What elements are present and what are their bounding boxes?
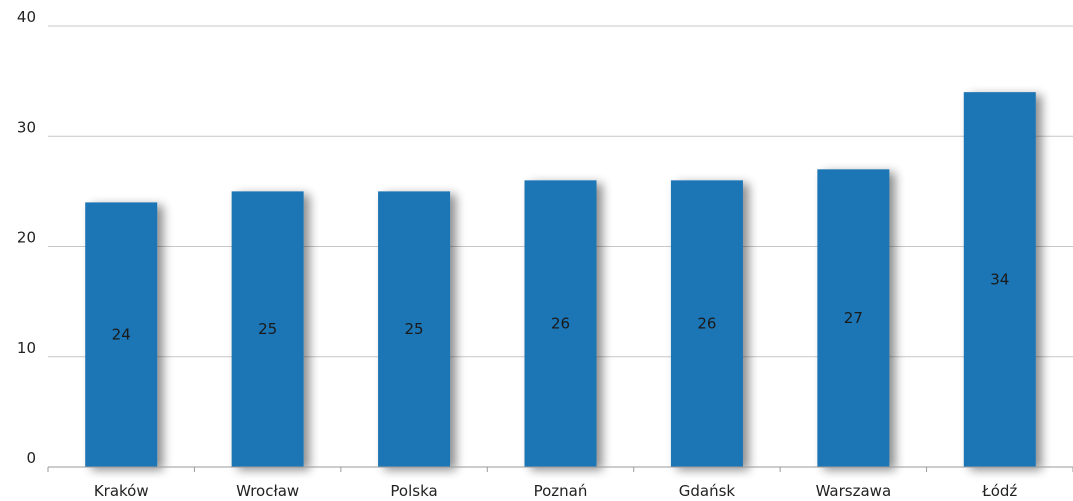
- data-label: 24: [112, 326, 131, 344]
- x-axis: Kraków Wrocław Polska Poznań Gdańsk Warszawa Ł…: [47, 466, 1073, 500]
- data-label: 25: [258, 320, 277, 338]
- bar: [85, 202, 158, 467]
- bar: [670, 180, 743, 467]
- y-tick-label: 20: [17, 229, 36, 247]
- y-tick-label: 0: [26, 449, 36, 467]
- data-label: 26: [697, 315, 716, 333]
- bar: [378, 191, 451, 467]
- bar: [817, 169, 890, 467]
- x-category-label: Poznań: [534, 482, 588, 500]
- x-category-label: Kraków: [94, 482, 149, 500]
- bar: [231, 191, 304, 467]
- y-tick-label: 40: [17, 8, 36, 26]
- y-axis: 0 10 20 30 40: [17, 8, 36, 467]
- bar: [963, 92, 1036, 468]
- data-label: 34: [990, 271, 1009, 289]
- data-labels: 24 25 25 26 26 27 34: [112, 271, 1010, 344]
- x-category-label: Gdańsk: [679, 482, 736, 500]
- data-label: 26: [551, 315, 570, 333]
- y-tick-label: 30: [17, 118, 36, 136]
- x-category-label: Warszawa: [816, 482, 892, 500]
- bars: [85, 92, 1036, 468]
- data-label: 25: [405, 320, 424, 338]
- y-tick-label: 10: [17, 339, 36, 357]
- data-label: 27: [844, 309, 863, 327]
- x-category-label: Łódź: [981, 482, 1017, 500]
- x-category-label: Polska: [390, 482, 437, 500]
- bar: [524, 180, 597, 467]
- x-category-label: Wrocław: [236, 482, 299, 500]
